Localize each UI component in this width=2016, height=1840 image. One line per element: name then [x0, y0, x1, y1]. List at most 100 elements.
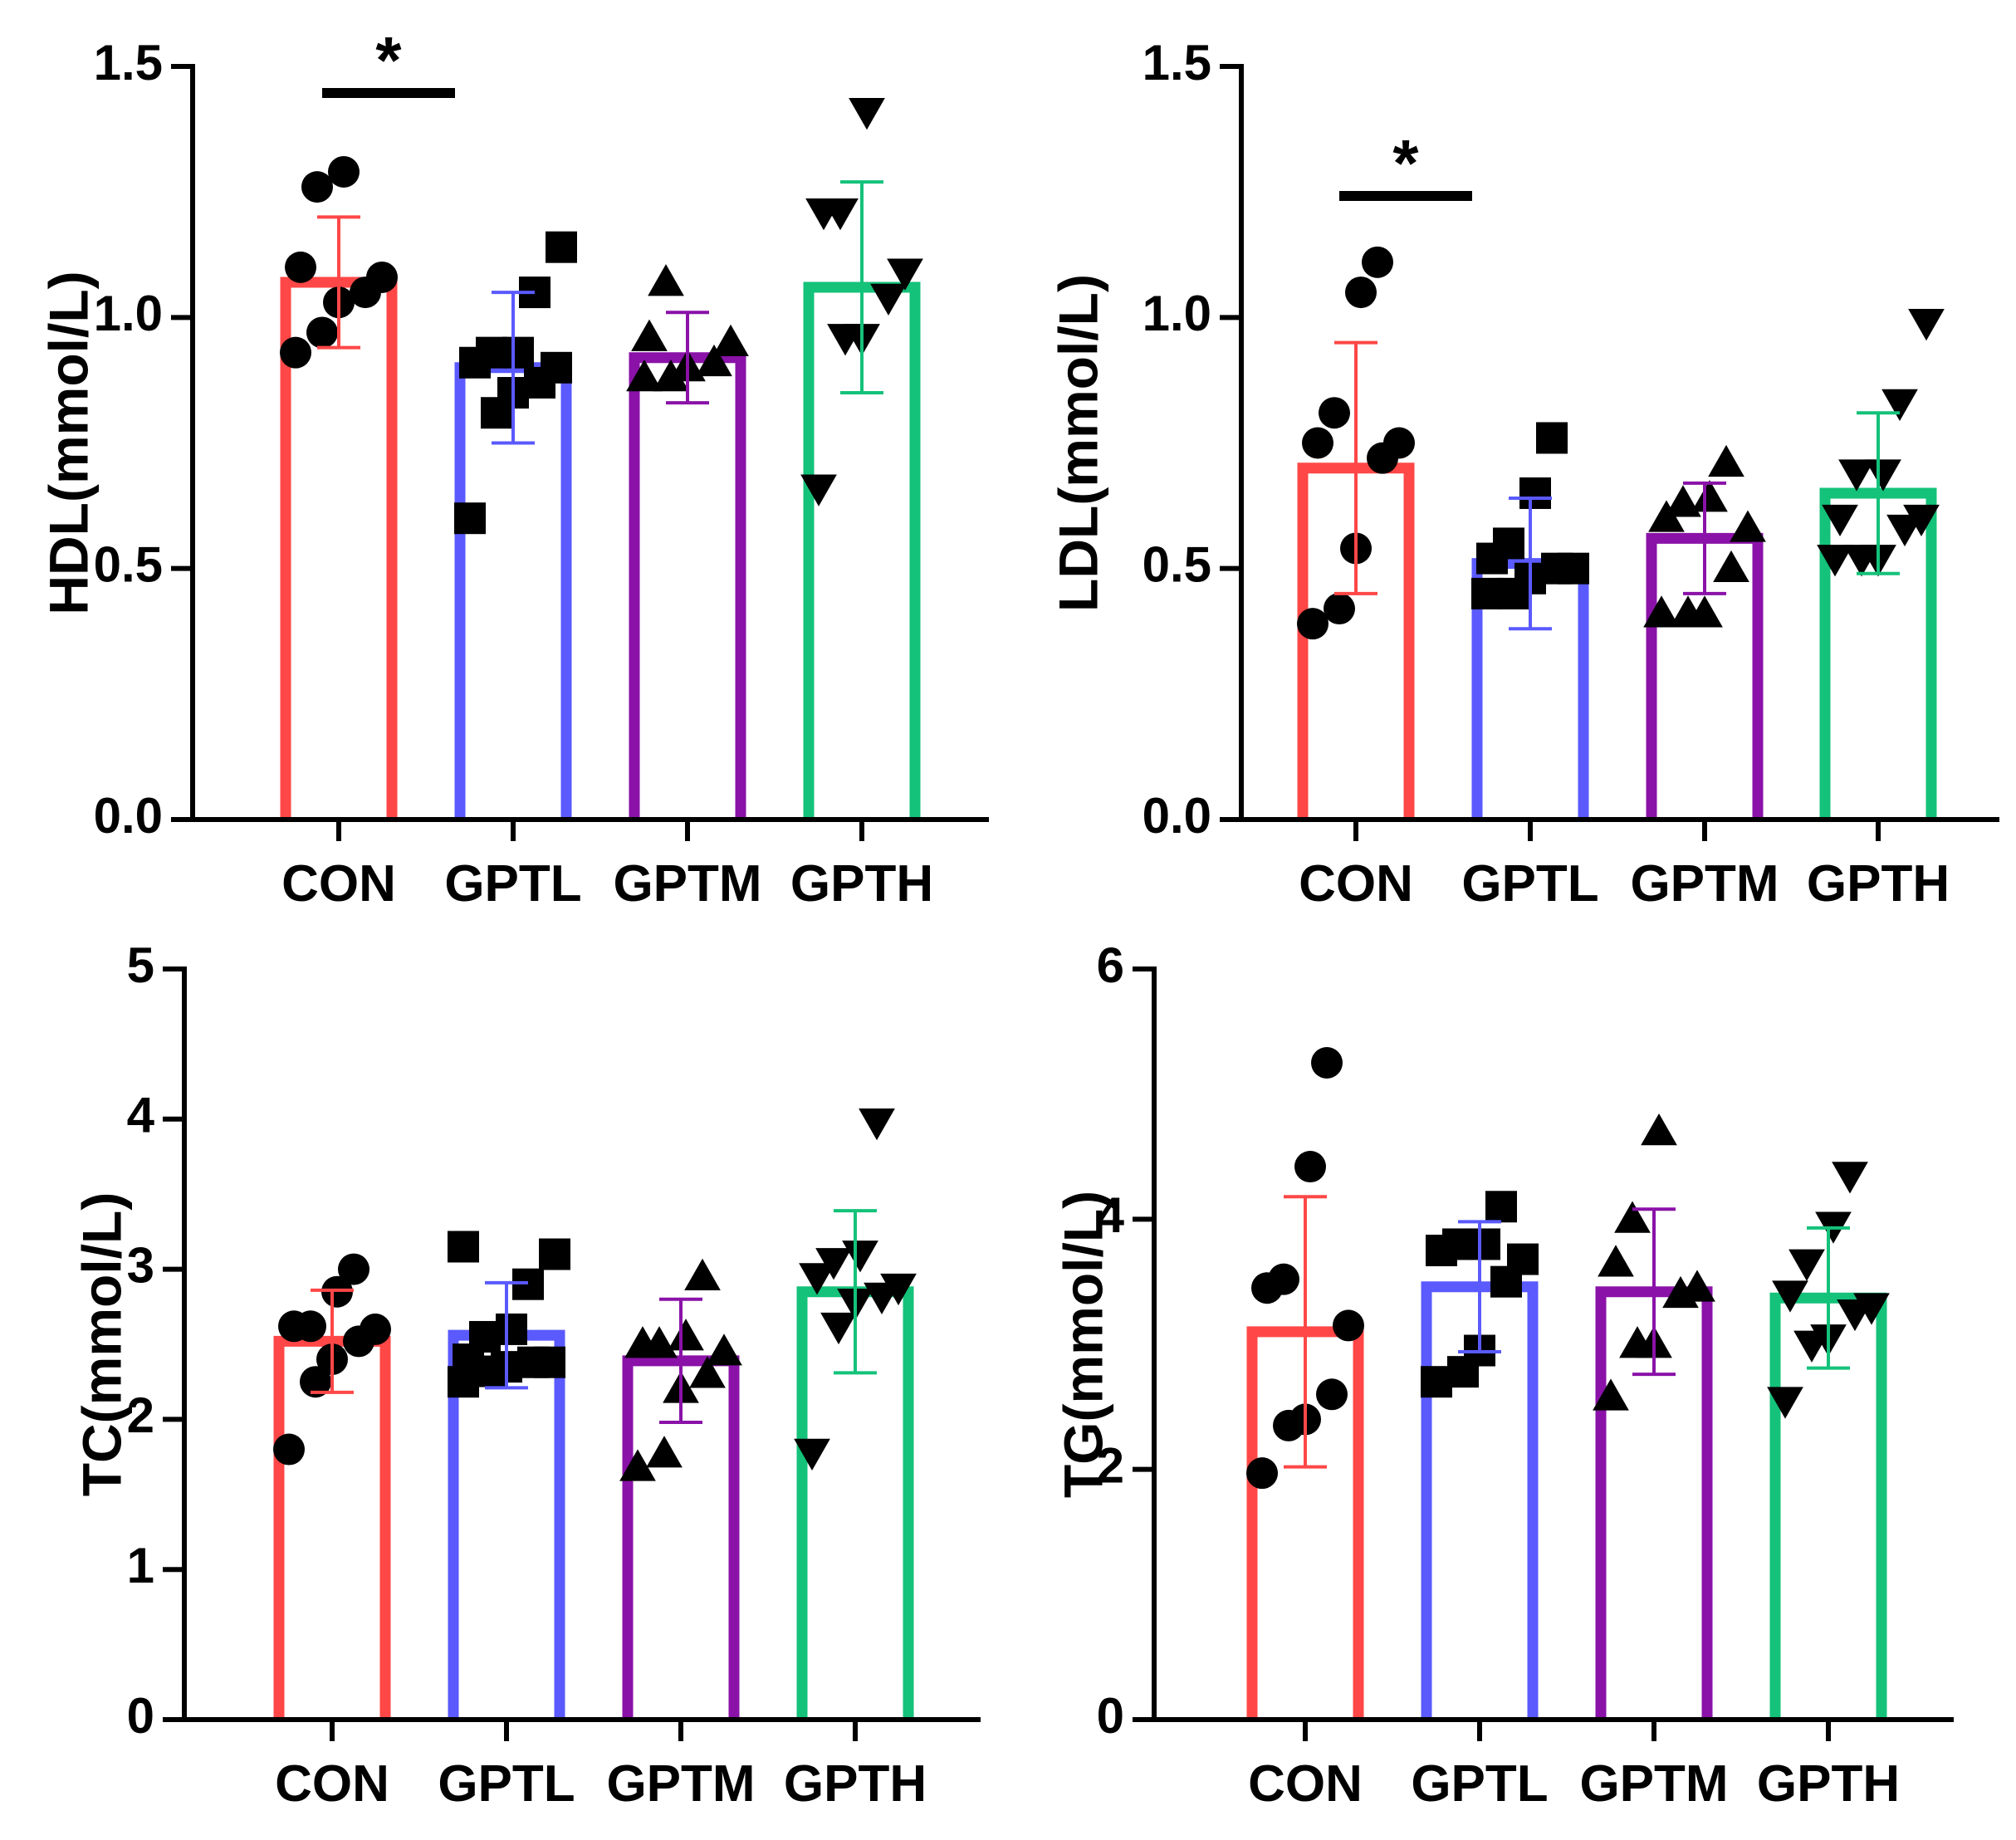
point-gpth: [799, 1263, 835, 1295]
point-gptl: [1507, 1243, 1539, 1275]
point-gpth: [1817, 545, 1853, 577]
point-gptl: [1536, 422, 1568, 454]
point-gptm: [631, 319, 668, 351]
point-gpth: [859, 1108, 895, 1141]
point-gptl: [1442, 1228, 1474, 1260]
point-gptl: [546, 231, 577, 263]
point-gpth: [1908, 308, 1945, 341]
point-gptm: [1643, 595, 1680, 628]
y-tick-label: 5: [127, 937, 154, 993]
y-tick-label: 0: [127, 1688, 154, 1744]
x-tick-label: GPTH: [1757, 1755, 1900, 1813]
x-tick-label: GPTL: [444, 855, 581, 913]
x-tick-label: GPTM: [613, 855, 761, 913]
point-gptm: [668, 1319, 704, 1351]
point-gptm: [1679, 1270, 1715, 1302]
point-gptm: [1665, 485, 1701, 517]
point-gptl: [502, 336, 534, 369]
point-gpth: [887, 258, 923, 291]
point-gptl: [1493, 527, 1524, 560]
point-con: [1297, 608, 1329, 640]
point-gptl: [1558, 552, 1589, 585]
point-con: [285, 251, 316, 283]
point-gptm: [653, 360, 689, 392]
y-tick-label: 0.5: [94, 537, 163, 593]
y-tick-label: 1.5: [94, 35, 163, 91]
point-gpth: [880, 1273, 917, 1306]
x-tick-label: GPTH: [790, 855, 933, 913]
point-gptm: [684, 1258, 721, 1291]
point-gptm: [619, 1449, 656, 1481]
point-gpth: [1788, 1249, 1825, 1281]
y-tick-label: 4: [1097, 1187, 1125, 1243]
significance-star: *: [375, 23, 402, 97]
point-con: [280, 336, 311, 369]
point-gptm: [646, 1436, 683, 1468]
x-tick-label: GPTH: [1807, 855, 1950, 913]
bar-con: [273, 1335, 391, 1720]
y-tick-label: 0.0: [94, 788, 163, 844]
point-gptl: [541, 351, 572, 384]
y-axis-title: HDL(mmol/L): [37, 271, 99, 614]
hdl-panel: HDL(mmol/L) 0.0 0.5 1.0 1.5 CON GPTL GPTM GPTH *: [37, 23, 989, 913]
y-tick-label: 1: [127, 1538, 154, 1593]
point-con: [295, 1310, 326, 1343]
point-con: [1302, 427, 1333, 459]
x-tick-label: CON: [275, 1755, 389, 1813]
point-con: [1383, 427, 1415, 459]
point-gpth: [1865, 459, 1901, 492]
point-gpth: [1853, 1293, 1890, 1325]
tc-panel: TC(mmol/L) 0 1 2 3 4 5 CON GPTL GPTM GPTH: [71, 937, 981, 1813]
y-tick-label: 3: [127, 1237, 154, 1293]
point-con: [1311, 1047, 1343, 1079]
point-con: [301, 171, 333, 203]
point-gptm: [1713, 550, 1749, 583]
y-tick-label: 0: [1097, 1688, 1124, 1744]
point-con: [300, 1366, 331, 1398]
y-axis-title: LDL(mmol/L): [1047, 274, 1108, 612]
point-gpth: [1822, 504, 1858, 537]
x-tick-label: GPTM: [1630, 855, 1779, 913]
point-gpth: [849, 98, 885, 130]
x-tick-label: CON: [281, 855, 396, 913]
x-tick-label: GPTL: [438, 1755, 575, 1813]
point-gptm: [1708, 444, 1744, 477]
point-gptm: [689, 1356, 726, 1388]
x-tick-label: CON: [1248, 1755, 1363, 1813]
y-tick-label: 6: [1097, 937, 1124, 993]
point-gptm: [648, 264, 684, 296]
point-con: [273, 1433, 305, 1466]
point-gptl: [448, 1231, 479, 1263]
point-gptl: [454, 502, 486, 535]
point-gptl: [539, 1238, 570, 1270]
point-gptl: [469, 1320, 501, 1353]
y-axis-title: TC(mmol/L): [71, 1192, 132, 1497]
x-tick-label: GPTL: [1411, 1755, 1548, 1813]
x-tick-label: GPTM: [1579, 1755, 1728, 1813]
point-con: [328, 155, 360, 188]
point-gpth: [1832, 1162, 1868, 1194]
point-con: [1345, 276, 1377, 309]
point-gptm: [706, 1334, 742, 1366]
y-tick-label: 2: [127, 1387, 154, 1443]
point-gptm: [1614, 1201, 1651, 1233]
point-gptl: [1471, 577, 1503, 609]
point-con: [366, 261, 398, 293]
point-gpth: [1838, 459, 1875, 492]
point-gptm: [696, 344, 732, 377]
x-tick-label: CON: [1299, 855, 1413, 913]
point-gpth: [1772, 1280, 1808, 1313]
point-gptl: [1469, 1228, 1500, 1260]
point-con: [1362, 246, 1393, 278]
point-con: [1319, 397, 1350, 429]
point-con: [1333, 1309, 1364, 1342]
point-gpth: [800, 474, 837, 506]
ldl-panel: LDL(mmol/L) 0.0 0.5 1.0 1.5 CON GPTL GPTM GPTH *: [1047, 35, 1999, 913]
point-gptm: [1691, 480, 1728, 512]
point-con: [1294, 1151, 1326, 1183]
point-gptm: [1686, 595, 1723, 628]
point-gptm: [712, 324, 749, 356]
y-tick-label: 1.5: [1143, 35, 1211, 91]
point-gpth: [1903, 504, 1940, 537]
